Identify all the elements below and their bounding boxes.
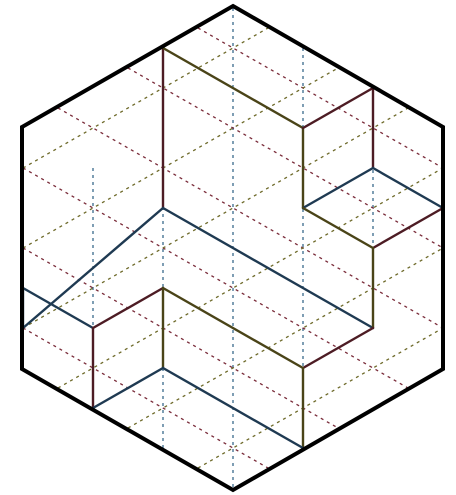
block-edge <box>301 206 375 250</box>
block-edge <box>161 286 305 370</box>
block-edge <box>301 326 375 370</box>
grid-line-diagonal <box>22 67 339 249</box>
block-edge <box>21 206 165 330</box>
grid-line-diagonal <box>197 27 444 169</box>
grid-line-diagonal <box>22 107 409 329</box>
hexagon-outline <box>20 3 445 493</box>
grid-line-diagonal <box>127 247 444 429</box>
grid-line-diagonal <box>22 327 269 469</box>
grid-line-diagonal <box>57 167 444 389</box>
block-edge <box>91 286 165 330</box>
block-edge <box>161 46 305 130</box>
block-edge <box>161 206 375 330</box>
grid-line-diagonal <box>22 27 269 169</box>
grid-line-diagonal <box>57 107 444 329</box>
block-edge <box>21 286 95 330</box>
grid-line-diagonal <box>22 247 339 429</box>
block-edge <box>371 166 445 210</box>
block-edge <box>91 366 165 410</box>
grid-line-diagonal <box>197 327 444 469</box>
block-edges <box>21 46 445 450</box>
grid-line-diagonal <box>127 67 444 249</box>
block-edge <box>371 206 445 250</box>
block-edge <box>301 166 375 210</box>
block-edge <box>301 86 375 130</box>
block-edge <box>161 366 305 450</box>
